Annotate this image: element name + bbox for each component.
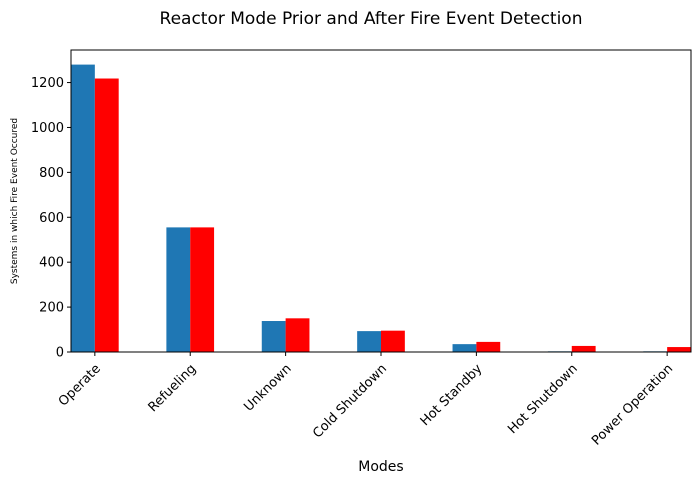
bar-series-2-hot-standby: [476, 341, 501, 352]
x-tick-label: Power Operation: [589, 361, 676, 448]
y-tick-label: 800: [39, 166, 64, 181]
y-tick-label: 200: [39, 301, 64, 316]
bar-series-2-hot-shutdown: [571, 345, 596, 352]
x-axis: Operate Refueling Unknown Cold Shutdown Hot …: [56, 352, 676, 449]
bar-series-1-operate: [71, 64, 95, 353]
bar-series-2-refueling: [190, 227, 215, 352]
y-tick-label: 400: [39, 256, 64, 271]
bar-series-2-operate: [94, 78, 119, 352]
x-tick-label: Operate: [56, 361, 104, 409]
bar-series-2-power-operation: [667, 347, 691, 352]
bar-series-2-cold-shutdown: [381, 330, 405, 352]
plot-frame: [70, 49, 692, 353]
bar-series-1-hot-standby: [452, 344, 477, 352]
x-tick-label: Refueling: [146, 361, 200, 415]
bar-series-1-refueling: [166, 227, 191, 352]
y-tick-label: 1000: [31, 121, 64, 136]
x-axis-label: Modes: [358, 459, 403, 475]
x-tick-label: Cold Shutdown: [310, 361, 390, 441]
y-tick-label: 0: [56, 346, 64, 361]
x-tick-label: Unknown: [241, 361, 294, 414]
y-axis: 0 200 400 600 800 1000 1200: [31, 76, 71, 361]
y-tick-label: 1200: [31, 76, 64, 91]
bars-group: [71, 64, 691, 353]
y-tick-label: 600: [39, 211, 64, 226]
x-tick-label: Hot Shutdown: [505, 361, 581, 437]
x-tick-label: Hot Standby: [418, 361, 486, 429]
chart-title: Reactor Mode Prior and After Fire Event …: [160, 9, 583, 29]
bar-series-2-unknown: [285, 318, 310, 352]
y-axis-label: Systems in which Fire Event Occured: [10, 118, 20, 284]
bar-series-1-unknown: [261, 321, 286, 352]
bar-series-1-cold-shutdown: [357, 331, 381, 352]
